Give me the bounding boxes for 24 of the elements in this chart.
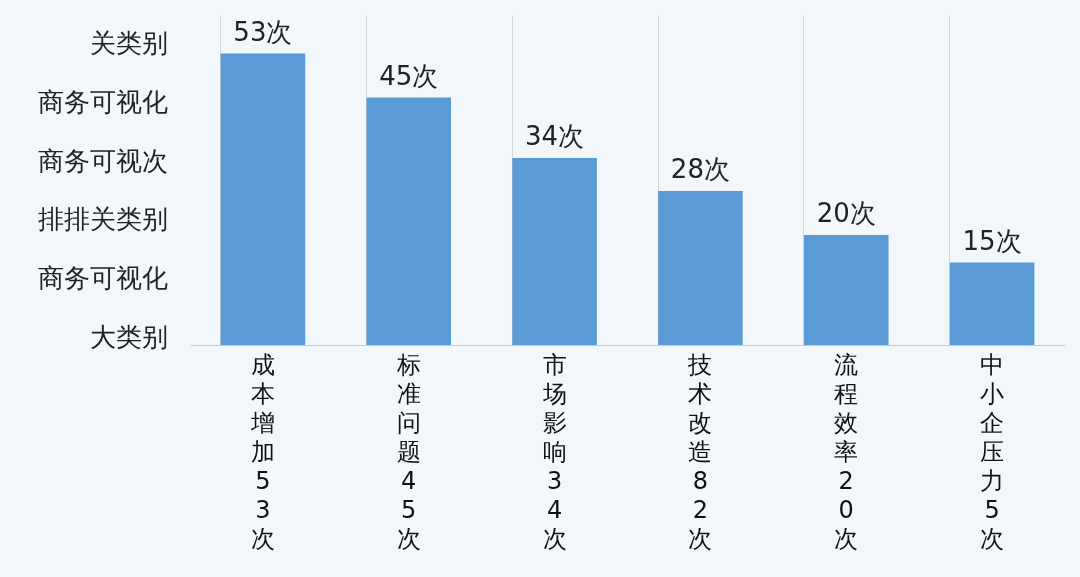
data-label: 53次 [233,16,293,47]
text: 商务可视化 [38,86,168,117]
data-label: 15次 [962,225,1022,256]
x-tick-label: 市场影响34次 [541,350,567,553]
text: 大类别 [90,321,168,352]
text: 商务可视化 [38,263,168,294]
text: 排排关类别 [38,204,168,235]
bar [512,158,597,345]
x-tick-label: 技术改造82次 [687,350,713,553]
data-label: 28次 [670,154,730,184]
text: 商务可视次 [38,145,168,176]
bar [366,97,452,345]
bar [949,262,1035,345]
data-label: 34次 [525,121,585,151]
data-label: 20次 [816,198,876,228]
x-tick-label: 标准问题45次 [395,350,421,553]
x-tick-label: 成本增加53次 [249,350,275,553]
data-label: 45次 [379,60,439,91]
bar [803,235,889,345]
x-tick-label: 中小企压力5次 [980,350,1005,553]
x-tick-label: 流程效率20次 [834,350,859,553]
bar [220,53,306,345]
text: 关类别 [90,28,168,58]
bar [658,191,743,345]
